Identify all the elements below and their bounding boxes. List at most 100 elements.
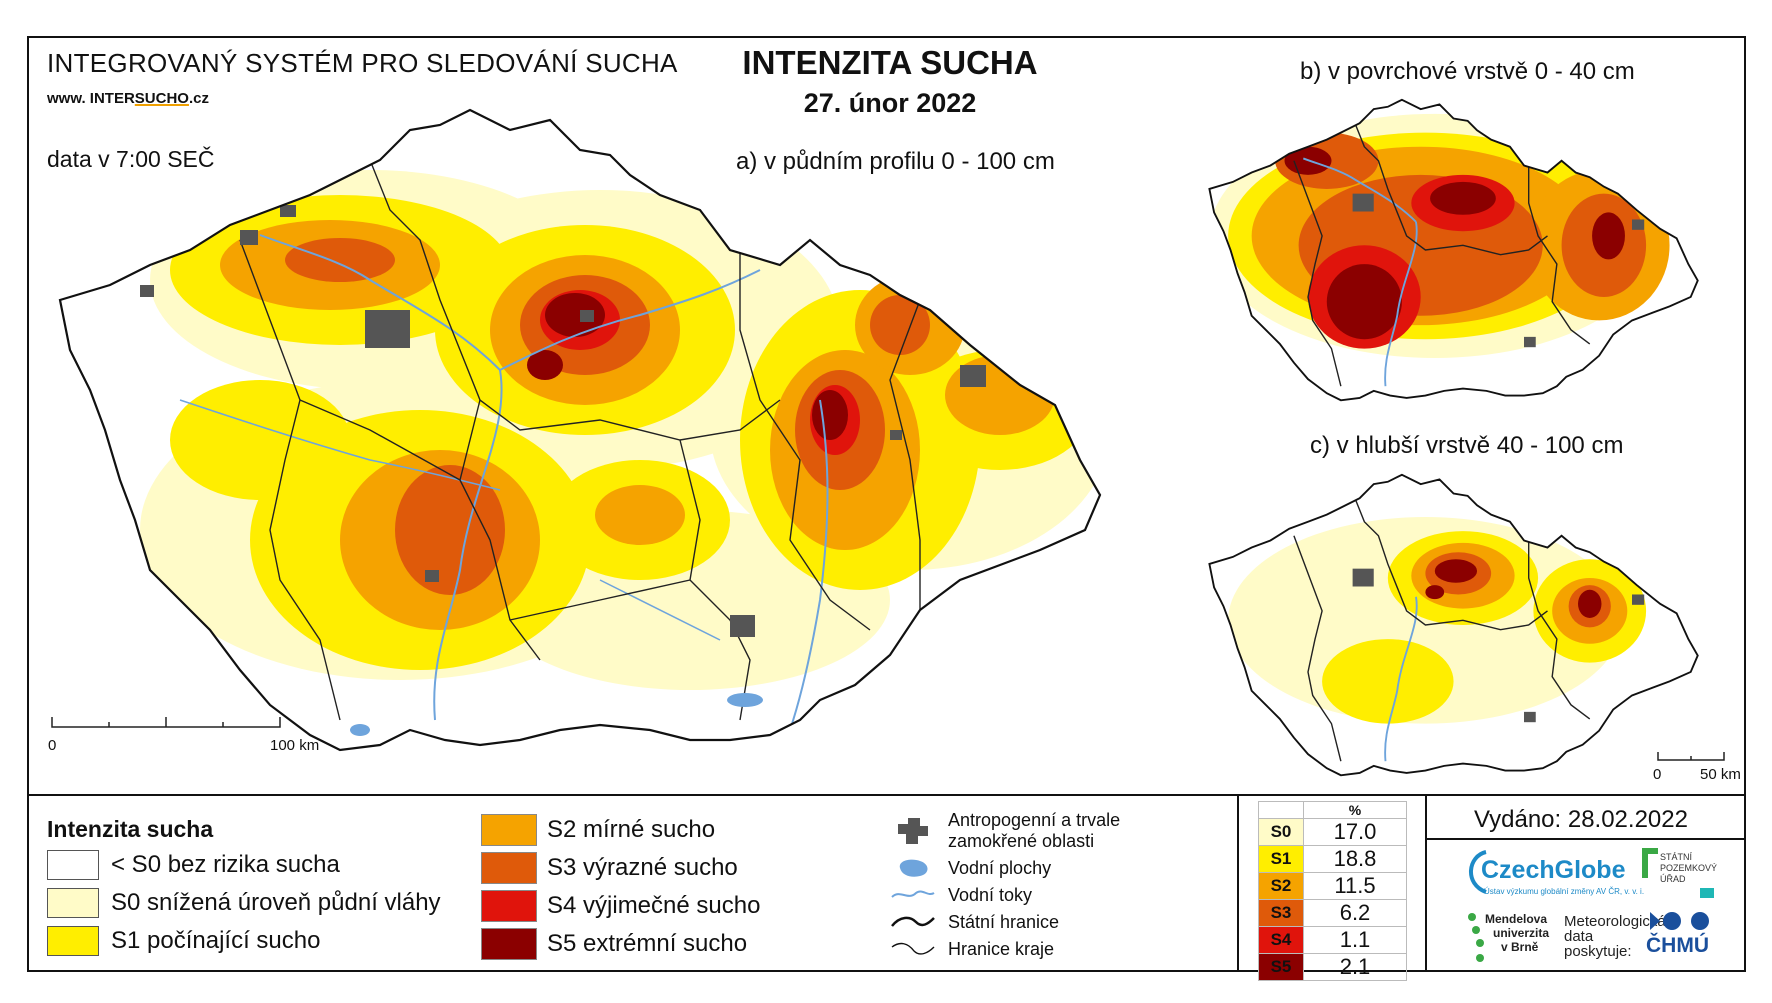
website-link[interactable]: www. INTERSUCHO.cz (47, 90, 209, 107)
row-value: 1.1 (1303, 926, 1407, 954)
scale-a-start: 0 (48, 737, 57, 754)
row-code: S0 (1258, 818, 1304, 846)
legend-feature-state-border: Státní hranice (890, 909, 1059, 935)
row-code: S2 (1258, 872, 1304, 900)
state-border-icon (890, 909, 936, 935)
row-value: 17.0 (1303, 818, 1407, 846)
scale-c-end: 50 km (1700, 766, 1741, 783)
legend-label: S4 výjimečné sucho (547, 892, 761, 919)
map-a-drought-soil-profile (58, 108, 1102, 752)
row-value: 6.2 (1303, 899, 1407, 927)
map-b-label: b) v povrchové vrstvě 0 - 40 cm (1300, 58, 1635, 85)
legend-label: S5 extrémní sucho (547, 930, 748, 957)
map-c-drought-deep-layer (1208, 473, 1699, 777)
legend-swatch (481, 852, 537, 884)
mendelu-line: v Brně (1501, 940, 1539, 954)
map-b-drought-surface-layer (1208, 98, 1699, 402)
issued-date: Vydáno: 28.02.2022 (1474, 806, 1688, 833)
table-row: S0 17.0 (1258, 818, 1407, 846)
spu-line: ÚŘAD (1660, 874, 1686, 884)
map-c-label: c) v hlubší vrstvě 40 - 100 cm (1310, 432, 1624, 459)
table-row: S1 18.8 (1258, 845, 1407, 873)
meteorological-data-note: Meteorologická data poskytuje: (1564, 914, 1666, 959)
spu-logo: STÁTNÍ POZEMKOVÝ ÚŘAD (1660, 852, 1717, 885)
legend-swatch (47, 850, 99, 880)
row-code: S4 (1258, 926, 1304, 954)
main-title: INTENZITA SUCHA (742, 44, 1038, 81)
region-border-icon (890, 936, 936, 962)
spu-line: STÁTNÍ (1660, 852, 1693, 862)
met-line: poskytuje: (1564, 943, 1632, 960)
met-line: data (1564, 928, 1594, 945)
table-row: S2 11.5 (1258, 872, 1407, 900)
czechglobe-arc-icon (1469, 850, 1487, 894)
mendelu-logo: Mendelova univerzita v Brně (1485, 912, 1549, 954)
legend-item-s2: S2 mírné sucho (481, 814, 715, 846)
legend-panel (29, 794, 1744, 972)
legend-item-none: < S0 bez rizika sucha (47, 850, 340, 880)
row-code: S1 (1258, 845, 1304, 873)
spu-accent-mark (1700, 888, 1714, 898)
water-body-icon (890, 855, 936, 881)
legend-feature-region-border: Hranice kraje (890, 936, 1054, 962)
met-line: Meteorologická (1564, 913, 1666, 930)
map-date: 27. únor 2022 (803, 88, 977, 118)
drought-percentage-table: % S0 17.0 S1 18.8 S2 11.5 S3 6.2 S4 1.1 S5 2.1 (1258, 801, 1407, 981)
table-header-blank (1258, 801, 1304, 819)
legend-feature-label-2: zamokřené oblasti (948, 831, 1095, 851)
mendelu-line: Mendelova (1485, 912, 1548, 926)
legend-label: S2 mírné sucho (547, 816, 716, 843)
legend-title: Intenzita sucha (47, 816, 214, 842)
legend-item-s3: S3 výrazné sucho (481, 852, 738, 884)
legend-item-s0: S0 snížená úroveň půdní vláhy (47, 888, 441, 918)
scale-bar-a (51, 717, 281, 728)
legend-feature-label: Vodní plochy (948, 857, 1052, 878)
legend-item-s5: S5 extrémní sucho (481, 928, 747, 960)
legend-feature-label: Antropogenní a trvale (948, 810, 1121, 830)
mendelu-line: univerzita (1493, 926, 1550, 940)
urban-area-icon (890, 818, 936, 844)
row-value: 11.5 (1303, 872, 1407, 900)
legend-feature-label: Hranice kraje (948, 938, 1055, 959)
legend-item-s1: S1 počínající sucho (47, 926, 320, 956)
scale-c-start: 0 (1653, 766, 1662, 783)
legend-swatch (481, 928, 537, 960)
czechglobe-subtitle: Ústav výzkumu globální změny AV ČR, v. v… (1484, 887, 1645, 896)
river-icon (890, 882, 936, 908)
table-header-percent: % (1303, 801, 1407, 819)
czechglobe-logo: CzechGlobe (1481, 856, 1626, 884)
row-code: S5 (1258, 953, 1304, 981)
chmu-logo: ČHMÚ (1646, 934, 1709, 957)
table-row: S5 2.1 (1258, 953, 1407, 981)
row-value: 2.1 (1303, 953, 1407, 981)
legend-feature-river: Vodní toky (890, 882, 1032, 908)
legend-swatch (481, 814, 537, 846)
row-code: S3 (1258, 899, 1304, 927)
chmu-logo-icon (1650, 912, 1709, 930)
legend-divider (1237, 796, 1239, 971)
legend-feature-urban: Antropogenní a trvale zamokřené oblasti (890, 810, 1120, 852)
legend-feature-label: Státní hranice (948, 911, 1060, 932)
legend-label: < S0 bez rizika sucha (111, 851, 340, 878)
spu-logo-icon (1642, 848, 1658, 878)
figure-frame (27, 36, 1746, 972)
legend-feature-water: Vodní plochy (890, 855, 1051, 881)
legend-item-s4: S4 výjimečné sucho (481, 890, 760, 922)
data-time: data v 7:00 SEČ (47, 146, 215, 172)
row-value: 18.8 (1303, 845, 1407, 873)
system-title: INTEGROVANÝ SYSTÉM PRO SLEDOVÁNÍ SUCHA (47, 48, 678, 78)
table-row: S3 6.2 (1258, 899, 1407, 927)
legend-swatch (47, 926, 99, 956)
mendelu-dots-icon (1468, 913, 1484, 962)
legend-label: S0 snížená úroveň půdní vláhy (111, 889, 441, 916)
legend-label: S1 počínající sucho (111, 927, 321, 954)
table-row: S4 1.1 (1258, 926, 1407, 954)
map-a-label: a) v půdním profilu 0 - 100 cm (736, 148, 1055, 175)
legend-swatch (47, 888, 99, 918)
legend-divider (1425, 796, 1427, 971)
legend-swatch (481, 890, 537, 922)
scale-bar-c (1657, 752, 1725, 761)
footer-divider (1427, 838, 1744, 840)
spu-line: POZEMKOVÝ (1660, 863, 1718, 873)
scale-a-end: 100 km (270, 737, 320, 754)
